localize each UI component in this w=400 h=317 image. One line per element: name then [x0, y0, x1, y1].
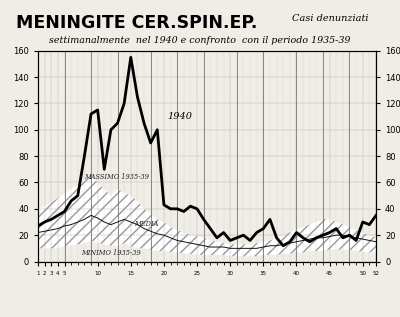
Text: MEDIA: MEDIA: [134, 220, 158, 228]
Text: 1940: 1940: [167, 112, 192, 121]
Text: settimanalmente  nel 1940 e confronto  con il periodo 1935-39: settimanalmente nel 1940 e confronto con…: [49, 36, 351, 45]
Text: MINIMO 1935-39: MINIMO 1935-39: [81, 249, 141, 257]
Text: MENINGITE CER.SPIN.EP.: MENINGITE CER.SPIN.EP.: [16, 14, 257, 32]
Text: MASSIMO 1935-39: MASSIMO 1935-39: [84, 172, 149, 180]
Text: Casi denunziati: Casi denunziati: [292, 14, 368, 23]
